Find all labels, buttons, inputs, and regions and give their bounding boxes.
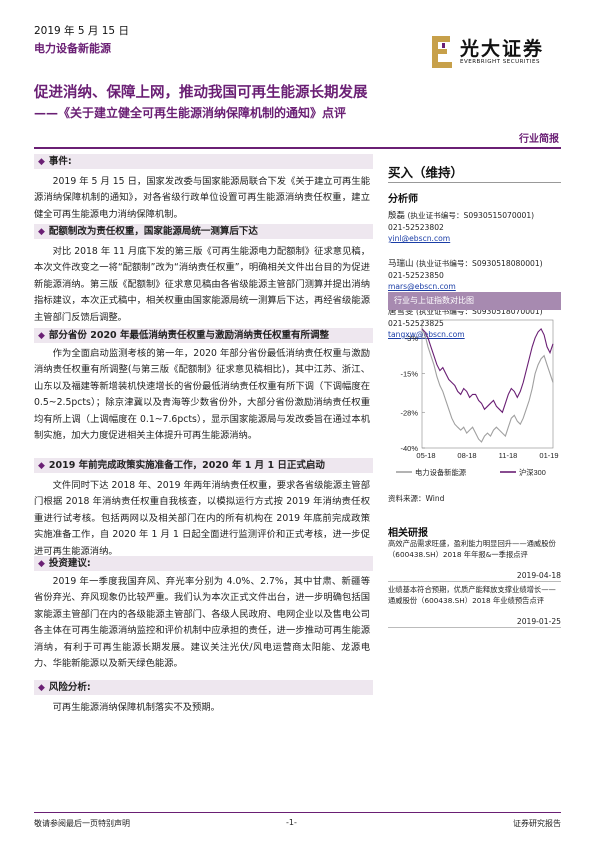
y-tick-label: -15% [400,370,418,379]
diamond-bullet-icon: ◆ [38,559,45,569]
analyst-phone: 021-52523850 [388,271,444,280]
related-report-link[interactable]: 业绩基本符合预期，优质产能释放支撑业绩增长——通威股份（600438.SH）20… [388,585,556,605]
logo-text-cn: 光大证券 [460,38,545,60]
section-heading-timeline: ◆ 2019 年前完成政策实施准备工作，2020 年 1 月 1 日正式启动 [34,458,373,473]
analyst-card: 马瑞山 (执业证书编号：S0930518080001) 021-52523850… [388,258,561,292]
chart-plot: -3% -15% -28% -40%05-18 08-18 11-18 01-19 电力设备新… [396,319,559,477]
analysts-heading: 分析师 [388,194,418,205]
logo-mark-icon [432,36,452,68]
section-paragraph: 作为全面启动监测考核的第一年，2020 年部分省份最低消纳责任权重与激励消纳责任… [34,348,370,442]
y-tick-label: -40% [400,444,418,453]
legend-label: 电力设备新能源 [415,468,467,477]
section-heading-risk: ◆ 风险分析: [34,680,373,695]
footer-report-type: 证券研究报告 [513,819,561,828]
chart-source: 资料来源：Wind [388,494,445,503]
diamond-bullet-icon: ◆ [38,461,45,471]
x-tick-label: 08-18 [457,451,476,460]
analyst-email-link[interactable]: yinl@ebscn.com [388,234,451,243]
comparison-chart: 行业与上证指数对比图 -3% -15% -28% -40% 05-18 08-18 11-1… [388,292,561,503]
section-paragraph: 2019 年 5 月 15 日，国家发改委与国家能源局联合下发《关于建立可再生能… [34,176,370,220]
report-date: 2019 年 5 月 15 日 [34,25,129,37]
title-divider [34,147,561,149]
analyst-phone: 021-52523825 [388,319,444,328]
diamond-bullet-icon: ◆ [38,683,45,693]
related-report-link[interactable]: 高效产品需求旺盛，盈利能力明显回升——通威股份（600438.SH）2018 年… [388,539,556,559]
x-tick-label: 11-18 [499,451,518,460]
related-report-date: 2019-01-25 [388,617,561,628]
logo-text-en: EVERBRIGHT SECURITIES [460,59,540,65]
section-paragraph: 可再生能源消纳保障机制落实不及预期。 [52,702,220,713]
section-heading-event: ◆ 事件: [34,154,373,169]
section-paragraph: 对比 2018 年 11 月底下发的第三版《可再生能源电力配额制》征求意见稿，本… [34,246,370,323]
related-reports-heading: 相关研报 [388,528,428,539]
analyst-card: 殷磊 (执业证书编号：S0930515070001) 021-52523802 … [388,210,561,244]
diamond-bullet-icon: ◆ [38,227,45,237]
diamond-bullet-icon: ◆ [38,157,45,167]
section-heading-quota: ◆ 配额制改为责任权重，国家能源局统一测算后下达 [34,224,373,239]
analyst-phone: 021-52523802 [388,223,444,232]
series-line-industry [421,328,554,443]
footer-disclaimer: 敬请参阅最后一页特别声明 [34,819,130,828]
y-tick-label: -28% [400,408,418,417]
section-heading-investment: ◆ 投资建议: [34,556,373,571]
industry-category: 电力设备新能源 [34,42,111,55]
chart-title: 行业与上证指数对比图 [388,292,561,310]
series-line-hs300 [421,327,554,414]
x-tick-label: 01-19 [539,451,558,460]
page-number: -1- [286,818,297,827]
footer-divider [34,812,561,813]
y-tick-label: -3% [405,334,419,343]
report-subtitle: ——《关于建立健全可再生能源消纳保障机制的通知》点评 [34,106,347,120]
rating-badge: 买入（维持） [388,165,464,180]
legend-label: 沪深300 [519,468,546,477]
x-tick-label: 05-18 [416,451,435,460]
plot-frame [421,319,554,449]
rating-divider [388,182,561,183]
company-logo: 光大证券 EVERBRIGHT SECURITIES [430,34,560,74]
section-heading-adjustment: ◆ 部分省份 2020 年最低消纳责任权重与激励消纳责任权重有所调整 [34,328,373,343]
analyst-email-link[interactable]: mars@ebscn.com [388,282,456,291]
related-report-date: 2019-04-18 [388,571,561,582]
section-paragraph: 2019 年一季度我国弃风、弃光率分别为 4.0%、2.7%，其中甘肃、新疆等省… [34,576,370,670]
report-title: 促进消纳、保障上网，推动我国可再生能源长期发展 [34,85,368,101]
document-type: 行业简报 [519,134,559,145]
section-paragraph: 文件同时下达 2018 年、2019 年两年消纳责任权重，要求各省级能源主管部门… [34,480,370,557]
diamond-bullet-icon: ◆ [38,331,45,341]
